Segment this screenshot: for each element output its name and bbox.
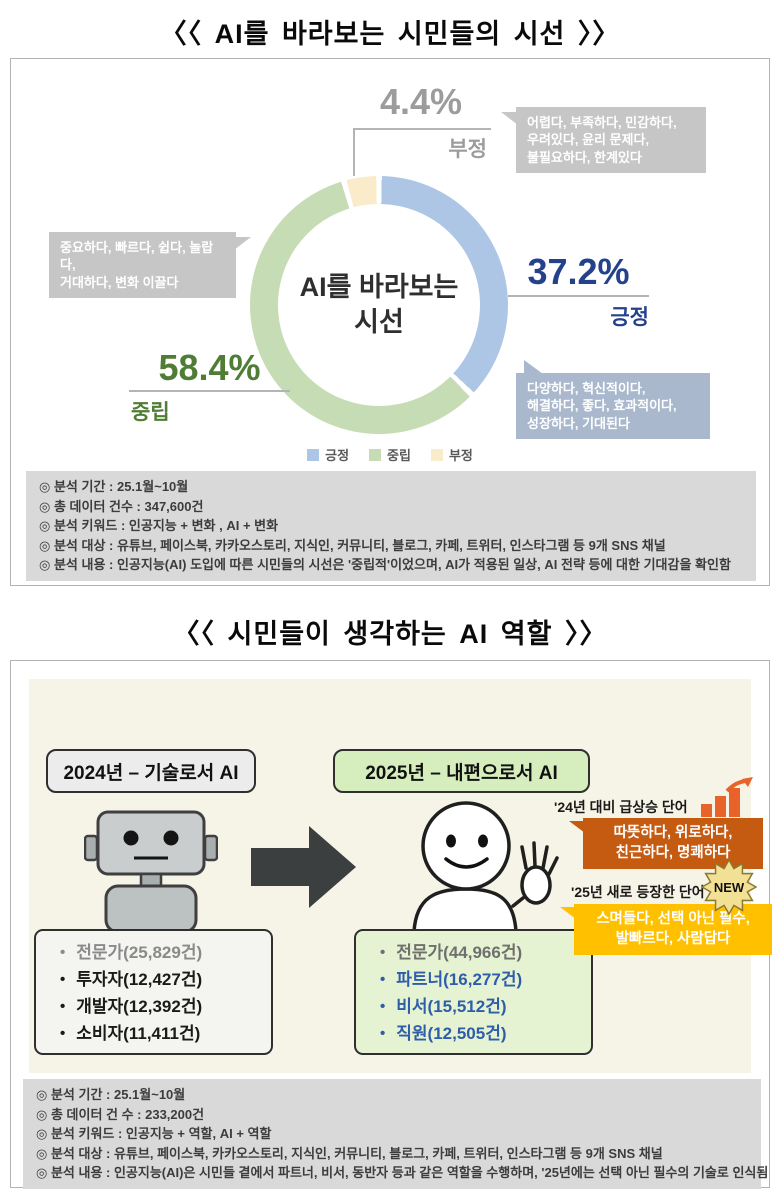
- legend-label: 중립: [387, 448, 411, 463]
- rising-words-label: '24년 대비 급상승 단어: [554, 799, 688, 815]
- new-badge-icon: NEW: [701, 859, 757, 915]
- negative-label: 부정: [448, 138, 487, 161]
- rising-words-bubble: 따뜻하다, 위로하다, 친근하다, 명쾌하다: [569, 818, 763, 869]
- person-icon: [412, 801, 559, 932]
- role-item: 전문가(44,966건): [380, 939, 585, 966]
- info-line: ◎ 분석 대상 : 유튜브, 페이스북, 카카오스토리, 지식인, 커뮤니티, …: [39, 537, 666, 553]
- legend-item: 긍정: [307, 445, 349, 464]
- legend-label: 부정: [448, 448, 473, 463]
- legend-item: 중립: [369, 445, 411, 464]
- info-line: ◎ 분석 대상 : 유튜브, 페이스북, 카카오스토리, 지식인, 커뮤니티, …: [36, 1145, 663, 1161]
- new-words-label: '25년 새로 등장한 단어: [571, 884, 705, 900]
- positive-connector-line: [508, 295, 649, 297]
- negative-percent: 4.4%: [379, 81, 463, 122]
- info-line: ◎ 분석 기간 : 25.1월~10월: [39, 479, 189, 494]
- legend-label: 긍정: [325, 448, 350, 463]
- section2-info-box: ◎ 분석 기간 : 25.1월~10월 ◎ 총 데이터 건 수 : 233,200…: [23, 1079, 769, 1189]
- legend-chip: [369, 448, 382, 461]
- legend-chip: [307, 448, 320, 461]
- positive-percent: 37.2%: [527, 251, 630, 292]
- neutral-percent: 58.4%: [158, 347, 261, 388]
- role-item: 개발자(12,392건): [60, 993, 265, 1020]
- role-item: 비서(15,512건): [380, 993, 585, 1020]
- donut-center-label: AI를 바라보는 시선: [299, 271, 459, 337]
- section1-panel: AI를 바라보는 시선 4.4% 부정 어렵다, 부족하다, 민감하다, 우려있…: [10, 58, 770, 586]
- section1-info-box: ◎ 분석 기간 : 25.1월~10월 ◎ 총 데이터 건수 : 347,600건…: [26, 471, 756, 581]
- year-2025-header: 2025년 – 내편으로서 AI: [333, 749, 590, 793]
- neutral-connector-line: [129, 390, 290, 392]
- robot-icon: [84, 810, 218, 932]
- negative-words-bubble: 어렵다, 부족하다, 민감하다, 우려있다, 윤리 문제다, 불필요하다, 한계…: [501, 107, 706, 174]
- role-item: 소비자(11,411건): [60, 1020, 265, 1047]
- info-line: ◎ 분석 키워드 : 인공지능 + 역할, AI + 역할: [36, 1126, 272, 1141]
- info-line: ◎ 분석 내용 : 인공지능(AI) 도입에 따른 시민들의 시선은 '중립적'…: [39, 557, 731, 572]
- negative-connector-line: [353, 128, 491, 176]
- chart-legend: 긍정 중립 부정: [11, 445, 769, 464]
- info-line: ◎ 분석 기간 : 25.1월~10월: [36, 1087, 186, 1102]
- donut-chart: AI를 바라보는 시선: [250, 176, 508, 434]
- info-line: ◎ 총 데이터 건 수 : 233,200건: [36, 1106, 205, 1122]
- new-badge-text: NEW: [714, 880, 745, 895]
- donut-hole: AI를 바라보는 시선: [278, 204, 480, 406]
- new-words-bubble: 스며들다, 선택 아닌 필수, 발빠르다, 사람답다: [560, 904, 772, 955]
- role-item: 직원(12,505건): [380, 1020, 585, 1047]
- neutral-label: 중립: [131, 401, 170, 424]
- year-2024-header: 2024년 – 기술로서 AI: [46, 749, 256, 793]
- section1-title: 〈〈 AI를 바라보는 시민들의 시선 〉〉: [159, 19, 621, 49]
- info-line: ◎ 총 데이터 건수 : 347,600건: [39, 498, 204, 514]
- role-item: 전문가(25,829건): [60, 939, 265, 966]
- neutral-words-bubble: 중요하다, 빠르다, 쉽다, 놀랍다, 거대하다, 변화 이끌다: [49, 232, 251, 299]
- positive-label: 긍정: [610, 306, 649, 329]
- role-item: 파트너(16,277건): [380, 966, 585, 993]
- arrow-right-icon: [251, 826, 356, 908]
- section2-title: 〈〈 시민들이 생각하는 AI 역할 〉〉: [172, 619, 608, 649]
- info-line: ◎ 분석 키워드 : 인공지능 + 변화 , AI + 변화: [39, 518, 279, 533]
- legend-chip: [430, 448, 443, 461]
- roles-2024-list: 전문가(25,829건)투자자(12,427건)개발자(12,392건)소비자(…: [34, 929, 273, 1055]
- role-item: 투자자(12,427건): [60, 966, 265, 993]
- growth-chart-icon: [701, 777, 753, 817]
- legend-item: 부정: [430, 445, 473, 464]
- roles-2025-list: 전문가(44,966건)파트너(16,277건)비서(15,512건)직원(12…: [354, 929, 593, 1055]
- section2-panel: 2024년 – 기술로서 AI 2025년 – 내편으로서 AI 전문가(25,…: [10, 660, 772, 1189]
- info-line: ◎ 분석 내용 : 인공지능(AI)은 시민들 곁에서 파트너, 비서, 동반자…: [36, 1165, 769, 1180]
- positive-words-bubble: 다양하다, 혁신적이다, 해결하다, 좋다, 효과적이다, 성장하다, 기대된다: [516, 359, 710, 440]
